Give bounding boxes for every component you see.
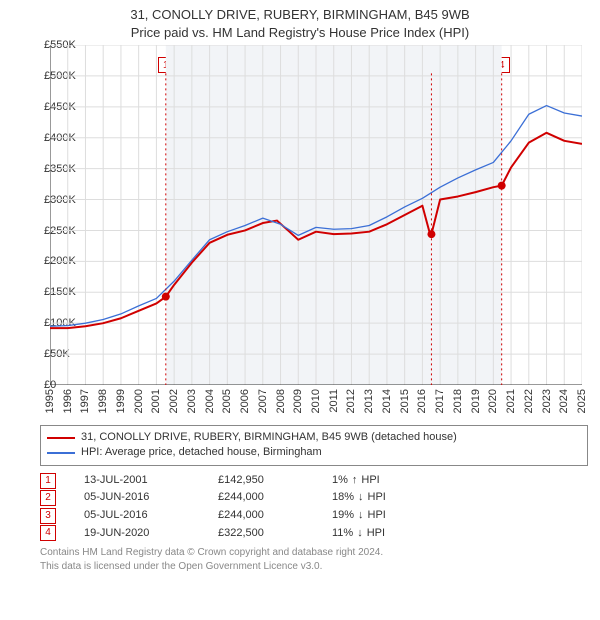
legend-swatch <box>47 437 75 439</box>
x-tick-label: 2022 <box>523 385 535 413</box>
event-number-box: 3 <box>40 508 56 524</box>
event-date: 05-JUL-2016 <box>84 507 194 525</box>
x-tick-label: 1996 <box>62 385 74 413</box>
legend-item: 31, CONOLLY DRIVE, RUBERY, BIRMINGHAM, B… <box>47 430 581 445</box>
x-tick-label: 2015 <box>399 385 411 413</box>
x-tick-label: 2004 <box>204 385 216 413</box>
x-tick-label: 2013 <box>363 385 375 413</box>
x-tick-label: 1999 <box>115 385 127 413</box>
event-number-box: 2 <box>40 490 56 506</box>
x-tick-label: 2001 <box>150 385 162 413</box>
legend-swatch <box>47 452 75 454</box>
legend-label: 31, CONOLLY DRIVE, RUBERY, BIRMINGHAM, B… <box>81 430 457 445</box>
arrow-up-icon: ↑ <box>352 472 358 490</box>
event-row: 2 05-JUN-2016 £244,000 18%↓HPI <box>40 489 588 507</box>
x-tick-label: 2011 <box>328 385 340 413</box>
event-price: £244,000 <box>218 489 308 507</box>
event-price: £244,000 <box>218 507 308 525</box>
chart-svg <box>50 45 582 385</box>
x-tick-label: 2025 <box>576 385 588 413</box>
x-tick-label: 2006 <box>239 385 251 413</box>
x-tick-label: 2000 <box>133 385 145 413</box>
event-delta: 18%↓HPI <box>332 489 386 507</box>
arrow-down-icon: ↓ <box>358 489 364 507</box>
event-price: £322,500 <box>218 525 308 543</box>
event-row: 3 05-JUL-2016 £244,000 19%↓HPI <box>40 507 588 525</box>
event-date: 19-JUN-2020 <box>84 525 194 543</box>
line-chart: £0£50K£100K£150K£200K£250K£300K£350K£400… <box>0 45 600 385</box>
footer: Contains HM Land Registry data © Crown c… <box>40 546 588 573</box>
x-tick-label: 2002 <box>168 385 180 413</box>
events-table: 1 13-JUL-2001 £142,950 1%↑HPI 2 05-JUN-2016 £2… <box>40 472 588 542</box>
footer-line: This data is licensed under the Open Gov… <box>40 560 588 574</box>
x-tick-label: 2018 <box>452 385 464 413</box>
legend-label: HPI: Average price, detached house, Birm… <box>81 445 322 460</box>
event-number-box: 1 <box>40 473 56 489</box>
x-tick-label: 2014 <box>381 385 393 413</box>
event-delta: 11%↓HPI <box>332 525 385 543</box>
x-tick-label: 2024 <box>558 385 570 413</box>
x-tick-label: 2010 <box>310 385 322 413</box>
x-tick-label: 2003 <box>186 385 198 413</box>
event-date: 05-JUN-2016 <box>84 489 194 507</box>
x-tick-label: 2021 <box>505 385 517 413</box>
x-tick-label: 2017 <box>434 385 446 413</box>
event-delta: 19%↓HPI <box>332 507 386 525</box>
page-root: 31, CONOLLY DRIVE, RUBERY, BIRMINGHAM, B… <box>0 0 600 620</box>
legend: 31, CONOLLY DRIVE, RUBERY, BIRMINGHAM, B… <box>40 425 588 466</box>
event-number-box: 4 <box>40 525 56 541</box>
x-tick-label: 2005 <box>221 385 233 413</box>
x-tick-label: 2012 <box>345 385 357 413</box>
arrow-down-icon: ↓ <box>358 507 364 525</box>
x-tick-label: 2019 <box>470 385 482 413</box>
x-tick-label: 1997 <box>79 385 91 413</box>
x-tick-label: 1995 <box>44 385 56 413</box>
x-tick-label: 2023 <box>541 385 553 413</box>
chart-title-1: 31, CONOLLY DRIVE, RUBERY, BIRMINGHAM, B… <box>0 0 600 24</box>
x-tick-label: 2020 <box>487 385 499 413</box>
footer-line: Contains HM Land Registry data © Crown c… <box>40 546 588 560</box>
chart-title-2: Price paid vs. HM Land Registry's House … <box>0 24 600 42</box>
x-tick-label: 2008 <box>275 385 287 413</box>
event-row: 4 19-JUN-2020 £322,500 11%↓HPI <box>40 525 588 543</box>
event-row: 1 13-JUL-2001 £142,950 1%↑HPI <box>40 472 588 490</box>
x-tick-label: 2009 <box>292 385 304 413</box>
arrow-down-icon: ↓ <box>357 525 363 543</box>
x-tick-label: 2007 <box>257 385 269 413</box>
legend-item: HPI: Average price, detached house, Birm… <box>47 445 581 460</box>
x-tick-label: 2016 <box>416 385 428 413</box>
x-tick-label: 1998 <box>97 385 109 413</box>
event-price: £142,950 <box>218 472 308 490</box>
event-delta: 1%↑HPI <box>332 472 380 490</box>
event-date: 13-JUL-2001 <box>84 472 194 490</box>
